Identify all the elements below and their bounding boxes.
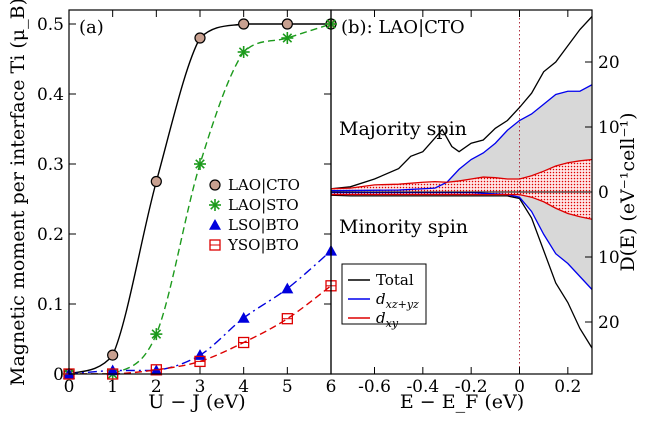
marker-circle <box>151 177 161 187</box>
panel-b-xlabel: E − E_F (eV) <box>400 391 524 413</box>
y-tick-label: 0.4 <box>37 85 64 105</box>
marker-circle <box>195 33 205 43</box>
panel-a-xlabel: U − J (eV) <box>148 391 245 413</box>
y-tick-label: 20 <box>598 53 620 73</box>
y-tick-label: 0 <box>53 365 64 385</box>
panel-b-ylabel: D(E) (eV⁻¹cell⁻¹) <box>617 112 639 271</box>
panel-a-label: (a) <box>79 17 104 38</box>
y-tick-label: 0.1 <box>37 295 64 315</box>
panel-a-ylabel: Magnetic moment per interface Ti (μ_B) <box>7 0 29 386</box>
legend-entry-label: LSO|BTO <box>228 216 299 234</box>
marker-triangle <box>281 283 293 294</box>
majority-spin-annotation: Majority spin <box>339 118 467 140</box>
legend-entry-label: LAO|STO <box>228 196 299 214</box>
legend-entry-label: LAO|CTO <box>228 176 300 194</box>
y-tick-label: 0.5 <box>37 15 64 35</box>
y-tick-label: 20 <box>598 313 620 333</box>
x-tick-label: 5 <box>282 377 293 397</box>
marker-triangle <box>194 349 206 360</box>
y-tick-label: 0.2 <box>37 225 64 245</box>
marker-circle <box>239 19 249 29</box>
x-tick-label: 6 <box>326 377 337 397</box>
marker-triangle <box>238 312 250 323</box>
x-tick-label: -0.6 <box>358 377 391 397</box>
panel-a-legend: LAO|CTO LAO|STO LSO|BTO YSO|BTO <box>209 176 300 254</box>
marker-circle <box>108 350 118 360</box>
legend-entry-label: YSO|BTO <box>227 236 299 254</box>
marker-circle <box>210 180 220 190</box>
panel-b-fills <box>331 85 592 290</box>
x-tick-label: 0.2 <box>554 377 581 397</box>
panel-b-label: (b): LAO|CTO <box>341 17 465 38</box>
panel-a: 0 1 2 3 4 5 600.10.20.30.40.5 (a) LAO|CTOLAO|S… <box>7 0 337 413</box>
legend-entry-label: Total <box>376 271 414 289</box>
minority-spin-annotation: Minority spin <box>339 216 468 238</box>
y-tick-label: 0.3 <box>37 155 64 175</box>
y-tick-label: 0 <box>598 183 609 203</box>
marker-triangle <box>209 219 221 230</box>
marker-circle <box>282 19 292 29</box>
